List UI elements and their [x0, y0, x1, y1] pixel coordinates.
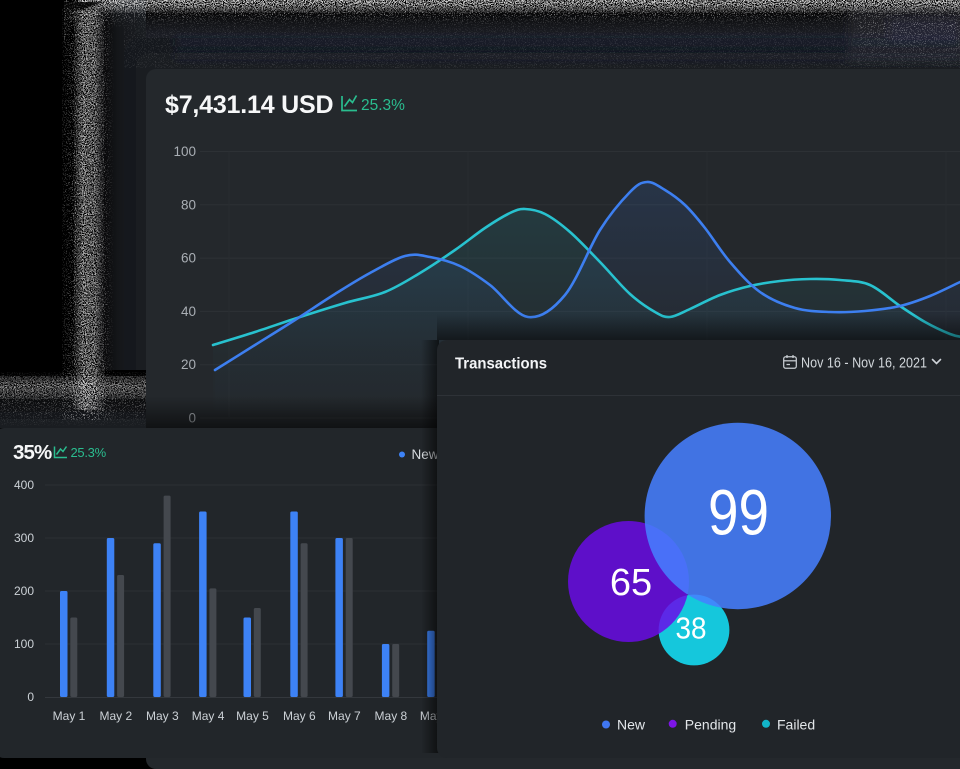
svg-text:May 6: May 6: [283, 709, 316, 723]
svg-text:Transactions: Transactions: [455, 356, 547, 373]
svg-text:Pending: Pending: [685, 717, 736, 733]
svg-text:May 4: May 4: [192, 709, 225, 723]
svg-text:300: 300: [14, 531, 34, 545]
svg-text:$7,431.14 USD: $7,431.14 USD: [165, 91, 333, 119]
svg-text:0: 0: [27, 690, 34, 704]
svg-text:Failed: Failed: [777, 717, 815, 733]
svg-text:25.3%: 25.3%: [361, 97, 405, 114]
svg-text:Nov 16 - Nov 16, 2021: Nov 16 - Nov 16, 2021: [801, 356, 927, 372]
svg-text:25.3%: 25.3%: [71, 445, 107, 460]
svg-text:100: 100: [173, 144, 196, 159]
svg-text:May 8: May 8: [375, 709, 408, 723]
svg-text:200: 200: [14, 584, 34, 598]
svg-text:60: 60: [181, 251, 196, 266]
svg-text:65: 65: [610, 562, 652, 604]
svg-text:May 3: May 3: [146, 709, 179, 723]
svg-text:May 1: May 1: [53, 709, 86, 723]
svg-text:40: 40: [181, 304, 196, 319]
svg-text:May 2: May 2: [99, 709, 132, 723]
svg-text:New: New: [617, 717, 646, 733]
svg-text:38: 38: [676, 612, 707, 646]
svg-text:80: 80: [181, 197, 196, 212]
svg-text:May 7: May 7: [328, 709, 361, 723]
svg-text:20: 20: [181, 357, 196, 372]
svg-text:May 5: May 5: [236, 709, 269, 723]
svg-text:400: 400: [14, 478, 34, 492]
svg-text:100: 100: [14, 637, 34, 651]
svg-text:35%: 35%: [13, 441, 52, 464]
svg-text:99: 99: [708, 477, 769, 549]
